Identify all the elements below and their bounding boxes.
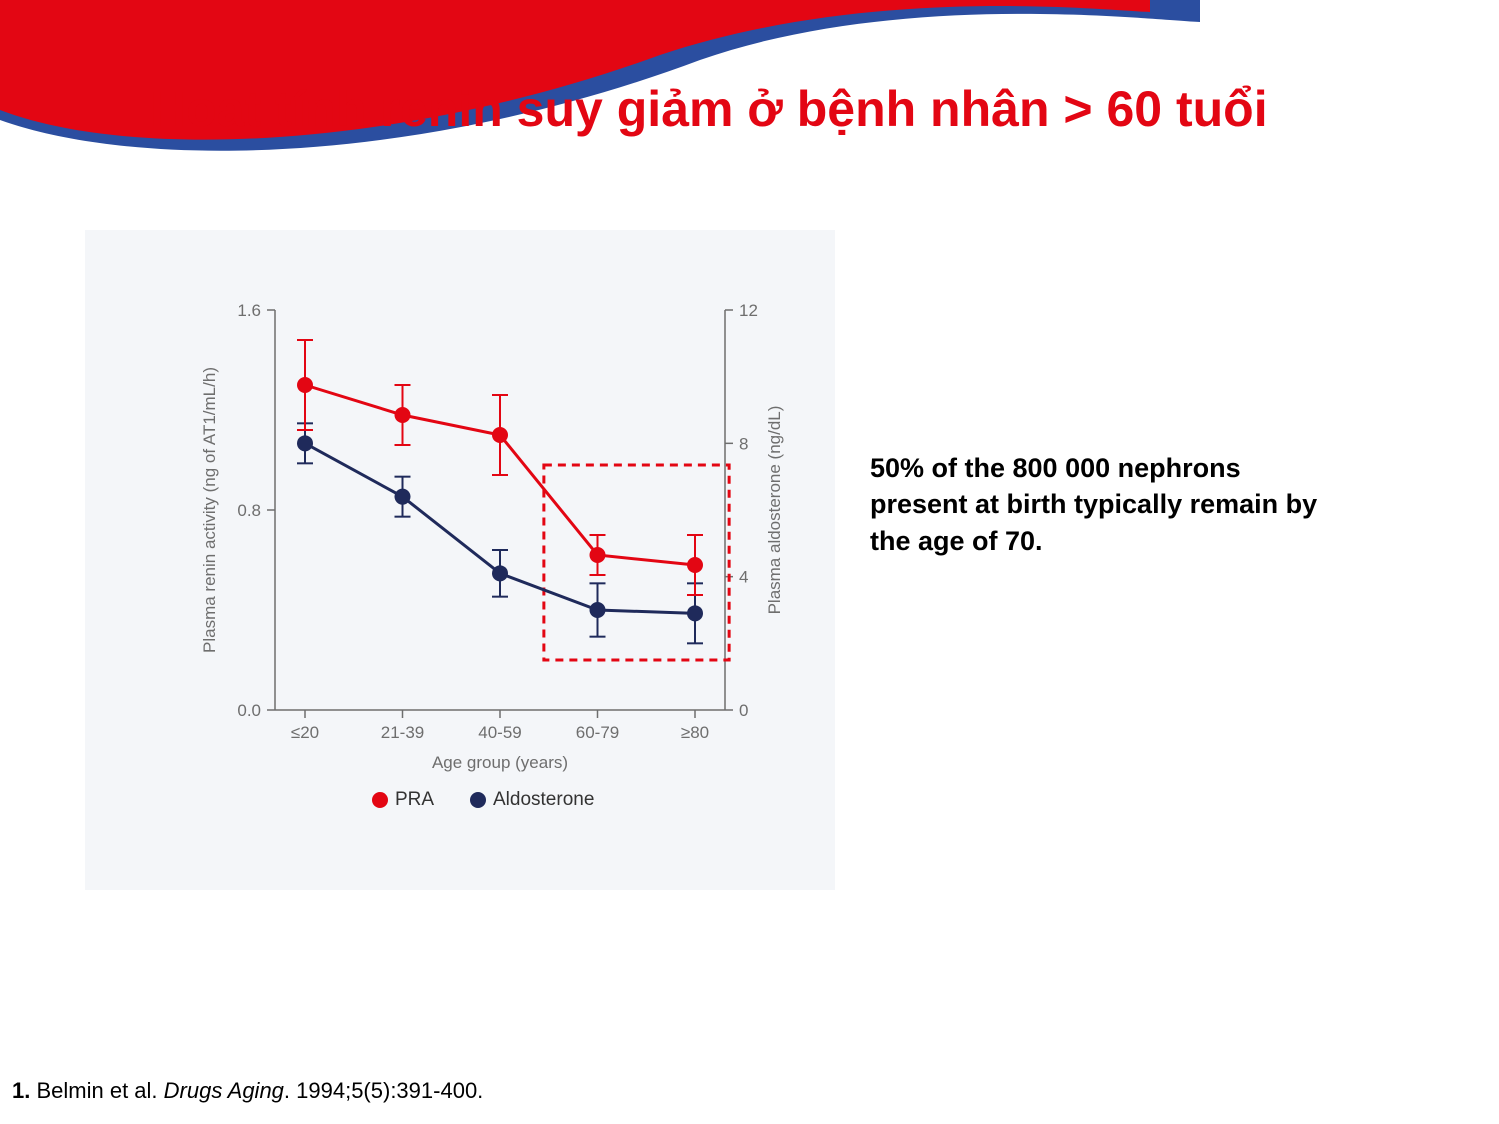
ytick-right-label: 8	[739, 434, 748, 453]
citation-number: 1.	[12, 1078, 30, 1103]
x-axis-label: Age group (years)	[432, 753, 568, 772]
xtick-label: 40-59	[478, 723, 521, 742]
pra-marker	[687, 557, 703, 573]
legend-label: PRA	[395, 789, 434, 810]
aldosterone-marker	[687, 605, 703, 621]
pra-marker	[395, 407, 411, 423]
pra-marker	[297, 377, 313, 393]
side-note: 50% of the 800 000 nephrons present at b…	[870, 450, 1340, 559]
legend-marker	[372, 792, 388, 808]
aldosterone-marker	[297, 435, 313, 451]
ytick-right-label: 4	[739, 568, 748, 587]
legend-label: Aldosterone	[493, 789, 594, 810]
ytick-right-label: 12	[739, 301, 758, 320]
y-axis-left-label: Plasma renin activity (ng of AT1/mL/h)	[200, 367, 219, 653]
pra-marker	[590, 547, 606, 563]
ytick-left-label: 1.6	[237, 301, 261, 320]
citation-authors: Belmin et al.	[36, 1078, 157, 1103]
page-title: Hoạt tính renin suy giảm ở bệnh nhân > 6…	[150, 80, 1350, 138]
aldosterone-marker	[395, 489, 411, 505]
xtick-label: ≥80	[681, 723, 709, 742]
y-axis-right-label: Plasma aldosterone (ng/dL)	[765, 406, 784, 615]
pra-marker	[492, 427, 508, 443]
ytick-right-label: 0	[739, 701, 748, 720]
chart-panel: 0.0 0.8 1.6 0 4 8 12 ≤20 21-39 40-59 60-79 ≥80 Age g…	[85, 230, 835, 890]
aldosterone-marker	[492, 565, 508, 581]
citation-details: . 1994;5(5):391-400.	[284, 1078, 483, 1103]
aldosterone-marker	[590, 602, 606, 618]
citation: 1. Belmin et al. Drugs Aging. 1994;5(5):…	[12, 1078, 483, 1104]
citation-journal: Drugs Aging	[164, 1078, 284, 1103]
xtick-label: 60-79	[576, 723, 619, 742]
legend-marker	[470, 792, 486, 808]
xtick-label: ≤20	[291, 723, 319, 742]
ytick-left-label: 0.0	[237, 701, 261, 720]
chart-svg: 0.0 0.8 1.6 0 4 8 12 ≤20 21-39 40-59 60-79 ≥80 Age g…	[85, 230, 835, 890]
ytick-left-label: 0.8	[237, 501, 261, 520]
xtick-label: 21-39	[381, 723, 424, 742]
